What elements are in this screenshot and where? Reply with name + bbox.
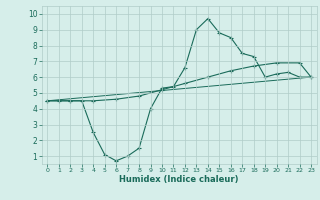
- X-axis label: Humidex (Indice chaleur): Humidex (Indice chaleur): [119, 175, 239, 184]
